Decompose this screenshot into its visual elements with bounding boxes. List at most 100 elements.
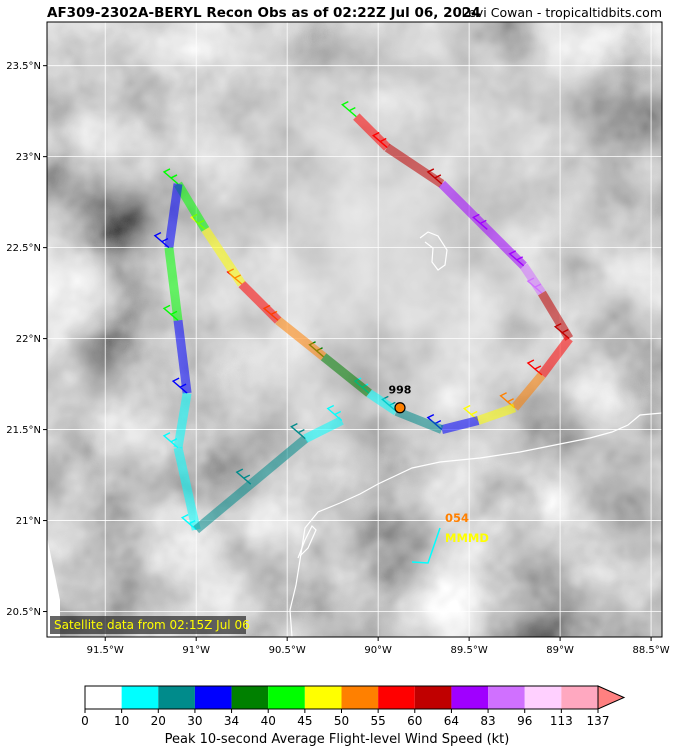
y-tick-label: 21°N xyxy=(16,516,41,527)
wind-barb xyxy=(371,131,388,149)
track-segment xyxy=(320,353,372,397)
x-tick-label: 91.5°W xyxy=(87,645,124,656)
colorbar-swatch xyxy=(341,686,379,709)
colorbar-tick-label: 113 xyxy=(550,714,573,728)
colorbar-swatch xyxy=(414,686,452,709)
colorbar-tick-label: 60 xyxy=(407,714,422,728)
x-tick-label: 89.5°W xyxy=(451,645,488,656)
x-tick-label: 90°W xyxy=(364,645,392,656)
center-pressure: 998 xyxy=(389,384,412,397)
x-tick-label: 89°W xyxy=(546,645,574,656)
track-segment xyxy=(366,389,399,416)
wind-barb xyxy=(553,322,570,340)
colorbar-tick-label: 50 xyxy=(334,714,349,728)
colorbar-swatch xyxy=(488,686,525,709)
track-segment xyxy=(303,416,344,443)
wind-barb xyxy=(526,277,543,294)
recon-track xyxy=(153,100,574,534)
wind-barb xyxy=(290,423,306,440)
wind-barb xyxy=(326,404,343,422)
colorbar-swatch xyxy=(231,686,269,709)
track-segment xyxy=(164,247,183,321)
wind-barb xyxy=(171,377,188,394)
track-segment xyxy=(164,183,183,249)
x-tick-label: 91°W xyxy=(182,645,210,656)
y-tick-label: 20.5°N xyxy=(6,607,41,618)
colorbar-tick-label: 96 xyxy=(517,714,532,728)
wind-barb xyxy=(499,392,516,409)
plot-frame xyxy=(46,21,663,638)
colorbar-tick-label: 83 xyxy=(480,714,495,728)
y-tick-label: 23.5°N xyxy=(6,61,41,72)
y-tick-label: 21.5°N xyxy=(6,425,41,436)
track-segment xyxy=(173,392,192,449)
wind-barb xyxy=(180,514,197,531)
credit: Levi Cowan - tropicaltidbits.com xyxy=(461,5,662,20)
track-segment xyxy=(511,372,546,411)
track-segment xyxy=(476,403,517,425)
track-segment xyxy=(275,316,327,361)
annotation: 054 xyxy=(445,511,469,525)
track-segment xyxy=(384,143,445,188)
track-segment xyxy=(394,407,444,434)
colorbar-swatch xyxy=(121,686,159,709)
track-segment xyxy=(247,435,309,488)
wind-barb xyxy=(162,304,179,321)
colorbar-swatch xyxy=(268,686,305,709)
colorbar-swatch xyxy=(194,686,232,709)
colorbar-extend xyxy=(597,685,626,710)
colorbar-tick-label: 10 xyxy=(114,714,129,728)
wind-barb xyxy=(508,250,525,267)
colorbar-swatch xyxy=(304,686,342,709)
annotation: MMMD xyxy=(445,531,489,545)
satellite-note: Satellite data from 02:15Z Jul 06 xyxy=(54,618,250,632)
coastline xyxy=(289,231,663,638)
wind-barb xyxy=(162,432,179,449)
track-segment xyxy=(174,181,210,232)
wind-barb xyxy=(426,168,443,185)
colorbar-swatch xyxy=(561,686,598,709)
wind-barb xyxy=(162,168,179,185)
track-segment xyxy=(440,416,480,434)
colorbar-label: Peak 10-second Average Flight-level Wind… xyxy=(165,732,510,747)
y-tick-label: 22.5°N xyxy=(6,243,41,254)
colorbar-tick-label: 34 xyxy=(224,714,239,728)
colorbar-tick-label: 45 xyxy=(297,714,312,728)
track-segment xyxy=(173,446,201,531)
wind-barb xyxy=(526,359,543,376)
center-fix xyxy=(394,402,406,414)
wind-barb xyxy=(462,404,479,422)
wind-barb xyxy=(472,213,488,230)
track-segment xyxy=(238,280,282,324)
x-tick-label: 88.5°W xyxy=(633,645,670,656)
colorbar-swatch xyxy=(378,686,415,709)
annotation-barb xyxy=(411,527,441,564)
colorbar-swatch xyxy=(158,686,195,709)
colorbar-tick-label: 0 xyxy=(81,714,89,728)
wind-barb xyxy=(341,100,357,118)
colorbar-tick-label: 20 xyxy=(151,714,166,728)
track-segment xyxy=(538,335,573,378)
colorbar-tick-label: 55 xyxy=(371,714,386,728)
colorbar-swatch xyxy=(85,686,122,709)
track-segment xyxy=(519,263,546,296)
colorbar-tick-label: 64 xyxy=(444,714,459,728)
colorbar-tick-label: 40 xyxy=(261,714,276,728)
colorbar-tick-label: 30 xyxy=(187,714,202,728)
x-tick-label: 90.5°W xyxy=(269,645,306,656)
track-segment xyxy=(173,319,192,394)
wind-barb xyxy=(235,468,252,485)
track-segment xyxy=(193,480,254,534)
colorbar-tick-label: 137 xyxy=(587,714,610,728)
y-tick-label: 23°N xyxy=(16,152,41,163)
y-tick-label: 22°N xyxy=(16,334,41,345)
note-box xyxy=(50,616,246,634)
track-segment xyxy=(201,226,246,287)
colorbar-swatch xyxy=(524,686,562,709)
colorbar-swatch xyxy=(451,686,489,709)
track-segment xyxy=(438,180,491,233)
wind-barb xyxy=(153,231,170,249)
chart-title: AF309-2302A-BERYL Recon Obs as of 02:22Z… xyxy=(47,5,481,21)
colorbar: 0 10 20 30 34 40 45 50 55 60 64 83 96 113 137 xyxy=(81,685,626,728)
